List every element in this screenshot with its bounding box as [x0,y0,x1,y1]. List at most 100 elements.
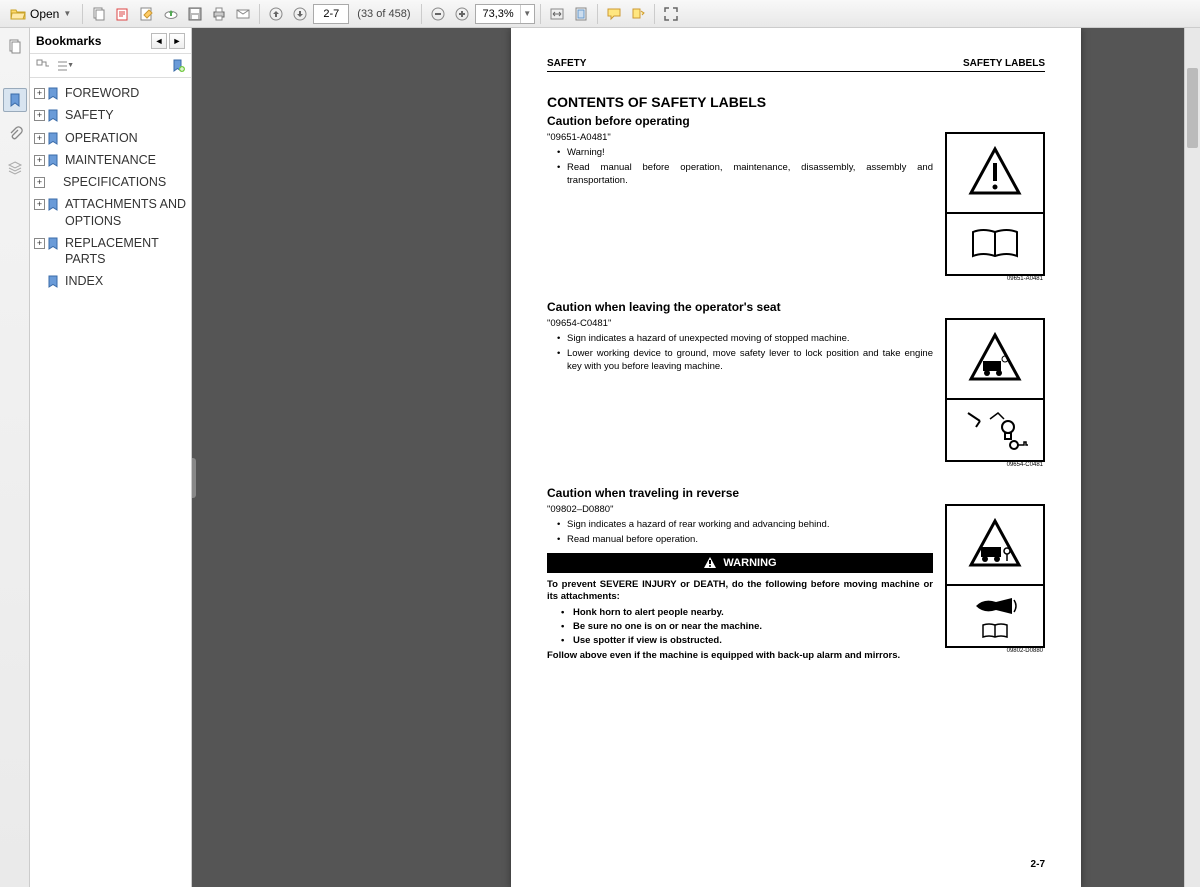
pages-icon [7,38,23,54]
expand-icon[interactable]: + [34,133,45,144]
bookmark-label: OPERATION [65,130,138,146]
bookmark-prev-button[interactable]: ◄ [151,33,167,49]
section1-bullet: Warning! [557,147,933,160]
copy-icon [91,6,107,22]
zoom-select[interactable]: 73,3% ▼ [475,4,534,24]
copy-button[interactable] [88,3,110,25]
section2-bullet: Lower working device to ground, move saf… [557,348,933,374]
warning-machine-icon [965,329,1025,389]
zoom-in-button[interactable] [451,3,473,25]
print-button[interactable] [208,3,230,25]
section1-bullet: Read manual before operation, maintenanc… [557,162,933,188]
bookmark-item-maintenance[interactable]: + MAINTENANCE [32,149,189,171]
lever-key-icon [960,405,1030,455]
bookmarks-title: Bookmarks [36,34,101,48]
highlight-button[interactable] [627,3,649,25]
fullscreen-button[interactable] [660,3,682,25]
bookmark-item-attachments[interactable]: +ATTACHMENTS AND OPTIONS [32,193,189,232]
open-label: Open [30,7,59,21]
expand-all-button[interactable] [34,57,52,75]
bookmark-item-specifications[interactable]: + SPECIFICATIONS [32,171,189,193]
section3-partno: "09802–D0880" [547,504,933,515]
bookmark-label: FOREWORD [65,85,139,101]
bookmark-item-replacement[interactable]: +REPLACEMENT PARTS [32,232,189,271]
pages-tab[interactable] [3,34,27,58]
section1-title: Caution before operating [547,114,1045,128]
folder-open-icon [10,6,26,22]
bookmarks-tab[interactable] [3,88,27,112]
sidebar-resize-handle[interactable] [192,458,196,498]
safety-label-image-3: 09802-D0880 [945,504,1045,663]
expand-icon[interactable]: + [34,88,45,99]
edit-button[interactable] [136,3,158,25]
document-viewport[interactable]: AUTOPDF.NET SAFETY SAFETY LABELS CONTENT… [192,28,1200,887]
bookmark-next-button[interactable]: ► [169,33,185,49]
layers-tab[interactable] [3,156,27,180]
horn-icon [970,592,1020,620]
pdf-page: SAFETY SAFETY LABELS CONTENTS OF SAFETY … [511,28,1081,887]
section2-title: Caution when leaving the operator's seat [547,300,1045,314]
open-button[interactable]: Open ▼ [4,4,77,24]
label-caption: 09651-A0481 [945,276,1045,282]
arrow-down-icon [292,6,308,22]
dropdown-caret-icon: ▼ [520,5,534,23]
bookmark-item-safety[interactable]: + SAFETY [32,104,189,126]
label-caption: 09654-C0481 [945,462,1045,468]
expand-icon[interactable]: + [34,199,45,210]
save-icon [187,6,203,22]
bookmark-icon [7,92,23,108]
section1-partno: "09651-A0481" [547,132,933,143]
page-number: 2-7 [1031,859,1045,870]
page-up-button[interactable] [265,3,287,25]
page-header-left: SAFETY [547,58,586,69]
layers-icon [7,160,23,176]
vertical-scrollbar[interactable] [1184,28,1200,887]
bookmark-options-button[interactable]: ▼ [56,57,74,75]
manual-book-icon [965,224,1025,264]
attachments-tab[interactable] [3,122,27,146]
bookmark-item-operation[interactable]: + OPERATION [32,127,189,149]
side-tabs [0,28,30,887]
warning-triangle-icon [703,556,717,570]
warning-title: WARNING [723,557,776,569]
expand-icon[interactable]: + [34,110,45,121]
page-number-input[interactable] [313,4,349,24]
expand-icon[interactable]: + [34,177,45,188]
list-icon [56,59,67,73]
comment-button[interactable] [603,3,625,25]
save-button[interactable] [184,3,206,25]
comment-icon [606,6,622,22]
zoom-in-icon [454,6,470,22]
highlight-icon [630,6,646,22]
convert-button[interactable] [112,3,134,25]
fit-page-button[interactable] [570,3,592,25]
bookmark-item-foreword[interactable]: + FOREWORD [32,82,189,104]
section-main-title: CONTENTS OF SAFETY LABELS [547,94,1045,110]
bookmark-item-index[interactable]: INDEX [32,270,189,292]
expand-icon[interactable]: + [34,155,45,166]
new-bookmark-button[interactable] [169,57,187,75]
scroll-thumb[interactable] [1187,68,1198,148]
section2-bullet: Sign indicates a hazard of unexpected mo… [557,333,933,346]
bookmark-label: MAINTENANCE [65,152,156,168]
bookmark-icon [47,132,61,146]
convert-icon [115,6,131,22]
expand-spacer [34,276,45,287]
page-header-right: SAFETY LABELS [963,58,1045,69]
upload-button[interactable] [160,3,182,25]
bookmark-label: SAFETY [65,107,114,123]
email-button[interactable] [232,3,254,25]
bookmark-icon [47,237,61,251]
bookmark-label: SPECIFICATIONS [63,174,166,190]
warning-item: Be sure no one is on or near the machine… [561,621,933,632]
bookmark-icon [47,198,61,212]
bookmarks-tree: + FOREWORD + SAFETY + OPERATION + MAINTENANC… [30,78,191,887]
expand-icon[interactable]: + [34,238,45,249]
zoom-out-button[interactable] [427,3,449,25]
cloud-upload-icon [163,6,179,22]
print-icon [211,6,227,22]
fit-width-button[interactable] [546,3,568,25]
page-down-button[interactable] [289,3,311,25]
bookmark-icon [47,109,61,123]
section3-bullet: Read manual before operation. [557,534,933,547]
